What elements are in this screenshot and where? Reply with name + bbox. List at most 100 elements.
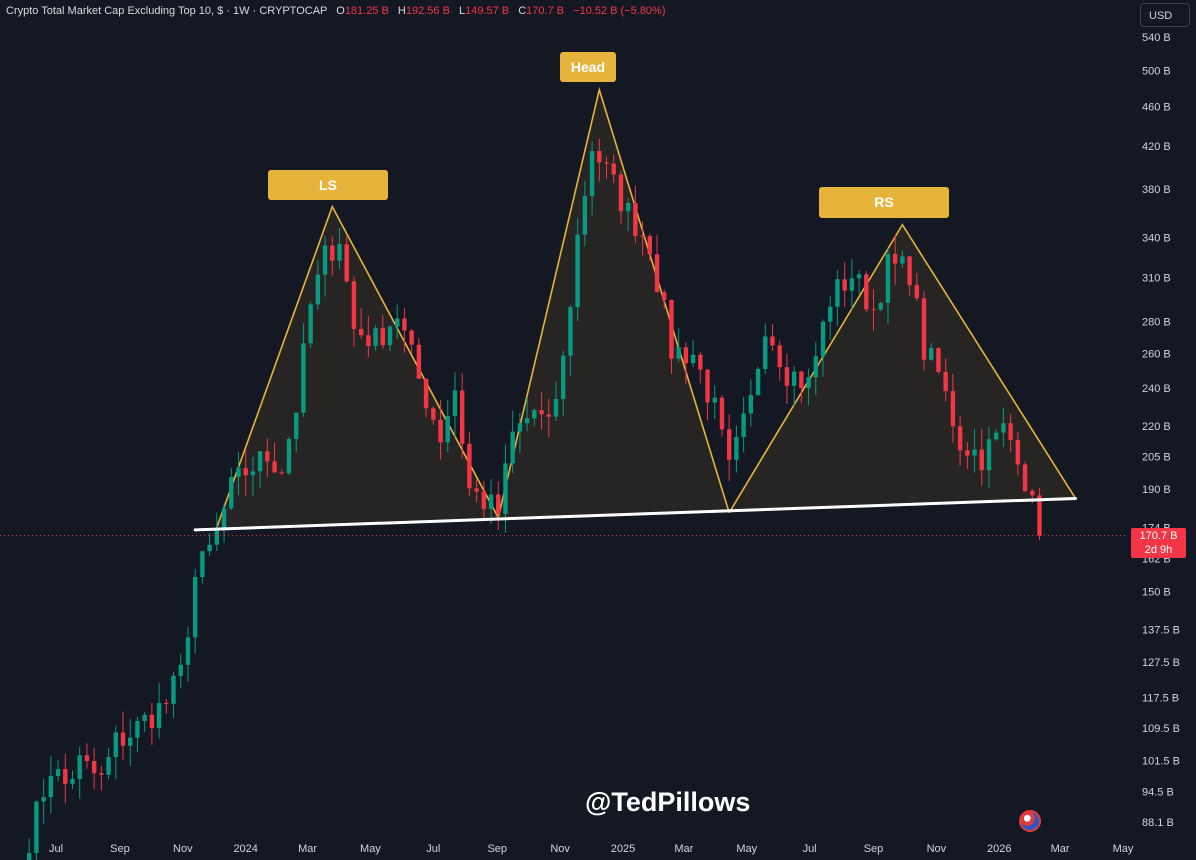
candle-body [662,292,667,300]
candle-body [1022,464,1028,491]
candle-body [106,757,111,775]
candle-body [308,304,313,344]
y-tick-label: 109.5 B [1142,723,1180,735]
candle-body [561,355,566,399]
candle-body [409,330,414,345]
x-tick-label: Sep [487,843,507,855]
candle-body [1015,439,1021,465]
x-tick-label: Jul [803,843,817,855]
candle-body [330,245,335,261]
candle-body [387,326,393,346]
candle-body [625,202,631,212]
candle-body [993,432,999,440]
candle-body [936,348,941,372]
candle-body [748,394,754,414]
left-shoulder-label: LS [268,170,388,200]
x-tick-label: Sep [864,843,884,855]
candle-body [1037,495,1042,536]
candle-body [683,347,689,364]
x-tick-label: May [1113,843,1134,855]
candle-body [41,797,46,802]
candle-body [279,472,284,474]
candle-body [546,414,551,417]
candle-body [929,348,934,360]
candle-body [488,494,494,509]
candle-body [972,449,977,456]
y-tick-label: 137.5 B [1142,624,1180,636]
change-value: −10.52 B (−5.80%) [573,5,666,17]
candle-body [135,721,140,738]
pattern-line-rs [728,223,1077,514]
candle-body [719,397,725,430]
x-tick-label: 2025 [611,843,635,855]
candle-body [979,449,984,471]
candle-body [366,335,371,347]
candle-body [900,256,905,264]
candle-body [820,321,826,357]
candle-body [705,369,710,403]
bar-countdown: 2d 9h [1144,544,1173,556]
y-tick-label: 500 B [1142,65,1171,77]
candle-body [654,254,660,293]
chart-header: Crypto Total Market Cap Excluding Top 10… [6,5,666,17]
y-tick-label: 460 B [1142,101,1171,113]
y-tick-label: 420 B [1142,141,1171,153]
candle-body [113,732,118,758]
candle-body [633,202,638,236]
candle-body [351,281,357,329]
candle-body [597,150,602,163]
candle-body [669,299,674,359]
currency-button[interactable]: USD [1140,3,1190,27]
candle-body [301,343,306,413]
candle-body [358,328,364,336]
candle-body [474,488,479,492]
candle-body [1030,490,1035,496]
low-label: L [458,5,466,17]
candle-body [618,174,624,212]
candle-body [763,336,768,369]
head-label: Head [560,52,616,82]
y-tick-label: 280 B [1142,316,1171,328]
open-label: O [336,5,345,17]
candle-body [243,468,248,476]
candle-body [402,318,407,331]
candle-body [726,429,732,460]
candle-body [445,416,450,443]
x-tick-label: May [736,843,757,855]
candle-body [250,471,256,476]
high-value: 192.56 B [405,5,450,17]
candle-body [294,412,299,439]
candle-body [1008,423,1013,440]
y-tick-label: 240 B [1142,383,1171,395]
y-tick-label: 127.5 B [1142,657,1180,669]
candle-body [510,431,515,464]
candle-body [856,274,862,279]
y-tick-label: 260 B [1142,348,1171,360]
neckline [193,496,1078,532]
candle-body [698,354,703,370]
last-price-value: 170.7 B [1139,530,1178,542]
us-flag-icon[interactable] [1019,810,1041,832]
candle-body [200,551,205,578]
overlay [0,496,1128,537]
candle-body [221,508,227,529]
candle-body [950,391,956,427]
candle-body [864,274,869,310]
candle-body [185,637,191,665]
head-and-shoulders-pattern [216,86,1077,528]
candle-body [496,494,501,514]
x-tick-label: Mar [674,843,693,855]
pattern-line-ls [216,204,499,528]
candle-body [986,439,992,471]
open-value: 181.25 B [344,5,389,17]
x-tick-label: 2026 [987,843,1011,855]
y-tick-label: 190 B [1142,484,1171,496]
candle-body [416,344,422,379]
x-tick-label: Mar [1051,843,1070,855]
candle-body [611,163,616,175]
candle-body [337,244,342,261]
candle-body [849,278,855,291]
candle-body [395,318,400,327]
x-tick-label: Mar [298,843,317,855]
